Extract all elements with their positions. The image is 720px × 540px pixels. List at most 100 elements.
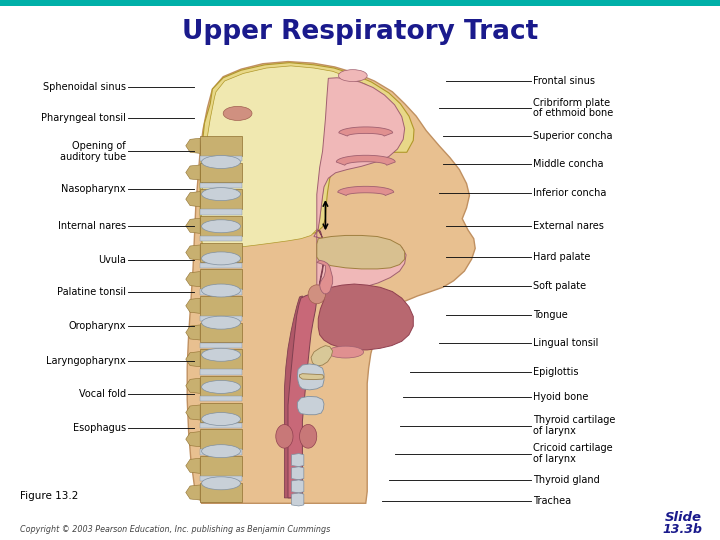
Polygon shape — [297, 364, 324, 390]
Polygon shape — [186, 218, 200, 233]
Polygon shape — [200, 163, 242, 182]
Text: Pharyngeal tonsil: Pharyngeal tonsil — [41, 113, 126, 123]
Polygon shape — [200, 449, 242, 455]
Text: Lingual tonsil: Lingual tonsil — [533, 339, 598, 348]
Ellipse shape — [202, 156, 240, 168]
Text: Copyright © 2003 Pearson Education, Inc. publishing as Benjamin Cummings: Copyright © 2003 Pearson Education, Inc.… — [20, 525, 330, 534]
Polygon shape — [200, 243, 242, 262]
Polygon shape — [187, 62, 475, 503]
Ellipse shape — [223, 106, 252, 120]
Ellipse shape — [328, 346, 364, 358]
Polygon shape — [297, 396, 324, 415]
Polygon shape — [200, 423, 242, 428]
Text: Soft palate: Soft palate — [533, 281, 586, 291]
Polygon shape — [292, 480, 304, 493]
Polygon shape — [200, 369, 242, 375]
Ellipse shape — [338, 70, 367, 82]
Ellipse shape — [202, 284, 240, 297]
Polygon shape — [186, 378, 200, 393]
Polygon shape — [276, 424, 293, 448]
Text: Opening of
auditory tube: Opening of auditory tube — [60, 141, 126, 161]
Polygon shape — [200, 349, 242, 369]
Polygon shape — [200, 296, 242, 315]
Text: Frontal sinus: Frontal sinus — [533, 76, 595, 86]
Text: Slide: Slide — [665, 511, 702, 524]
Polygon shape — [339, 127, 393, 136]
Polygon shape — [200, 396, 242, 401]
Polygon shape — [186, 138, 200, 153]
Text: Thyroid gland: Thyroid gland — [533, 475, 600, 484]
Polygon shape — [311, 346, 333, 366]
Text: Laryngopharynx: Laryngopharynx — [46, 356, 126, 366]
Polygon shape — [200, 210, 242, 215]
Polygon shape — [300, 374, 324, 380]
Text: Figure 13.2: Figure 13.2 — [20, 491, 78, 501]
Polygon shape — [284, 296, 302, 498]
Polygon shape — [200, 429, 242, 449]
Polygon shape — [314, 78, 406, 291]
Text: External nares: External nares — [533, 221, 603, 231]
Polygon shape — [186, 165, 200, 180]
Text: Uvula: Uvula — [98, 255, 126, 265]
Polygon shape — [200, 476, 242, 482]
Polygon shape — [317, 235, 405, 269]
Text: Sphenoidal sinus: Sphenoidal sinus — [43, 83, 126, 92]
Polygon shape — [338, 186, 394, 195]
Polygon shape — [200, 136, 242, 156]
Polygon shape — [336, 156, 395, 165]
Text: Epiglottis: Epiglottis — [533, 367, 578, 376]
Polygon shape — [292, 493, 304, 506]
Text: Upper Respiratory Tract: Upper Respiratory Tract — [182, 19, 538, 45]
Polygon shape — [200, 63, 414, 254]
Text: Palatine tonsil: Palatine tonsil — [57, 287, 126, 296]
Polygon shape — [200, 263, 242, 268]
Ellipse shape — [202, 187, 240, 201]
Polygon shape — [288, 230, 324, 498]
Text: Hyoid bone: Hyoid bone — [533, 393, 588, 402]
Ellipse shape — [202, 316, 240, 329]
Polygon shape — [200, 323, 242, 342]
Polygon shape — [200, 456, 242, 476]
Polygon shape — [186, 245, 200, 260]
Polygon shape — [186, 458, 200, 474]
Text: Nasopharynx: Nasopharynx — [61, 184, 126, 194]
Polygon shape — [202, 66, 400, 256]
Polygon shape — [200, 236, 242, 241]
Text: Internal nares: Internal nares — [58, 221, 126, 231]
Text: Hard palate: Hard palate — [533, 252, 590, 262]
Polygon shape — [318, 284, 413, 350]
Polygon shape — [200, 156, 242, 161]
Bar — [0, 0, 720, 6]
Text: Inferior concha: Inferior concha — [533, 188, 606, 198]
Ellipse shape — [202, 477, 240, 490]
Polygon shape — [186, 325, 200, 340]
Text: Middle concha: Middle concha — [533, 159, 603, 169]
Polygon shape — [200, 376, 242, 395]
Ellipse shape — [202, 445, 240, 458]
Text: Oropharynx: Oropharynx — [68, 321, 126, 331]
Text: Esophagus: Esophagus — [73, 423, 126, 433]
Polygon shape — [186, 352, 200, 367]
Polygon shape — [200, 403, 242, 422]
Polygon shape — [200, 183, 242, 188]
Ellipse shape — [202, 381, 240, 393]
Ellipse shape — [202, 348, 240, 361]
Polygon shape — [292, 467, 304, 480]
Polygon shape — [200, 216, 242, 235]
Text: Cricoid cartilage
of larynx: Cricoid cartilage of larynx — [533, 443, 613, 464]
Polygon shape — [200, 269, 242, 289]
Ellipse shape — [308, 285, 325, 303]
Polygon shape — [186, 431, 200, 447]
Text: Tongue: Tongue — [533, 310, 567, 320]
Polygon shape — [300, 424, 317, 448]
Text: 13.3b: 13.3b — [662, 523, 702, 536]
Polygon shape — [200, 190, 242, 209]
Text: Superior concha: Superior concha — [533, 131, 612, 141]
Polygon shape — [186, 405, 200, 420]
Polygon shape — [200, 483, 242, 502]
Polygon shape — [200, 343, 242, 348]
Polygon shape — [200, 289, 242, 295]
Polygon shape — [200, 316, 242, 321]
Polygon shape — [317, 260, 333, 294]
Ellipse shape — [202, 220, 240, 233]
